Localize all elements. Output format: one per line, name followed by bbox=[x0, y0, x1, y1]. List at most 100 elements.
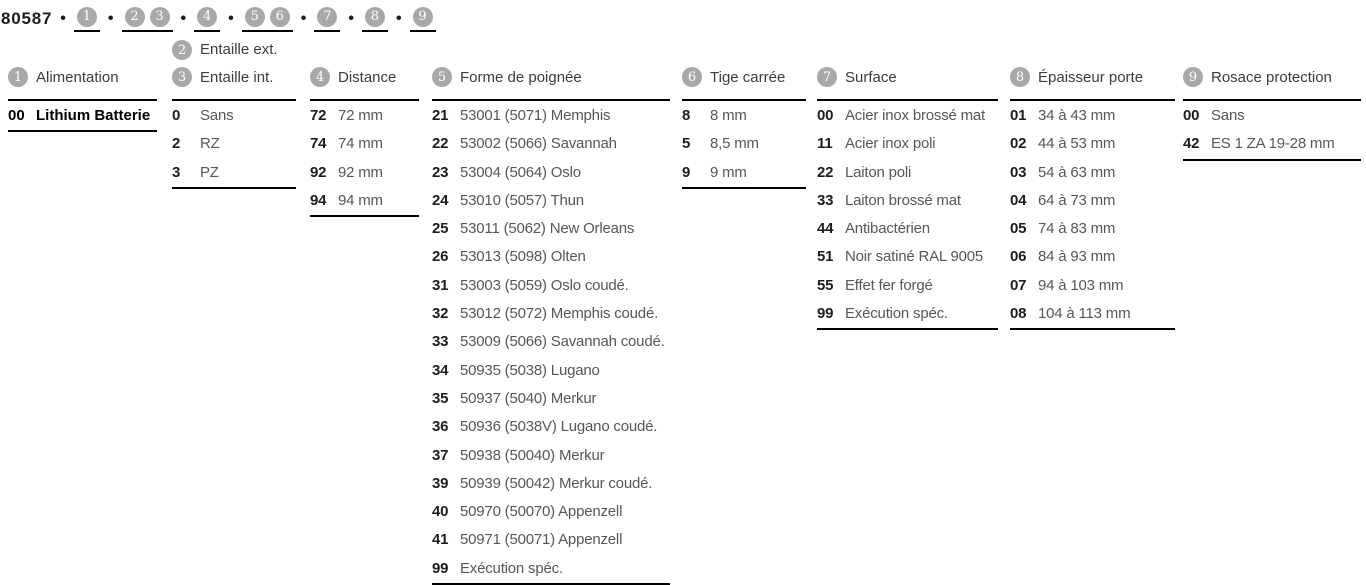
option-column-surface: 7 Surface 00 Acier inox brossé mat 11 Ac… bbox=[817, 66, 998, 331]
option-code: 41 bbox=[432, 531, 449, 549]
step-number-badge: 6 bbox=[269, 6, 290, 27]
column-header: 6 Tige carrée bbox=[682, 66, 806, 101]
option-row: 99 Exécution spéc. bbox=[432, 555, 670, 583]
option-code: 24 bbox=[432, 191, 449, 209]
option-code: 33 bbox=[432, 333, 449, 351]
column-header: 3 Entaille int. bbox=[172, 66, 296, 101]
option-code: 00 bbox=[8, 107, 25, 124]
option-label: 84 à 93 mm bbox=[1038, 248, 1116, 266]
option-list: 8 8 mm 5 8,5 mm 9 9 mm bbox=[682, 101, 806, 189]
option-row: 24 53010 (5057) Thun bbox=[432, 187, 670, 215]
option-list: 21 53001 (5071) Memphis 22 53002 (5066) … bbox=[432, 101, 670, 585]
step-number-badge: 5 bbox=[432, 67, 452, 87]
option-row: 8 8 mm bbox=[682, 102, 806, 130]
step-number-badge: 2 bbox=[172, 40, 192, 60]
option-label: 44 à 53 mm bbox=[1038, 135, 1116, 153]
option-row: 22 53002 (5066) Savannah bbox=[432, 130, 670, 158]
option-row: 22 Laiton poli bbox=[817, 159, 998, 187]
option-row: 00 Sans bbox=[1183, 102, 1361, 130]
option-label: Laiton poli bbox=[845, 163, 912, 181]
column-title: Épaisseur porte bbox=[1038, 68, 1144, 86]
option-label: 53009 (5066) Savannah coudé. bbox=[460, 333, 665, 351]
column-title: Surface bbox=[845, 68, 897, 86]
option-label: 50939 (50042) Merkur coudé. bbox=[460, 474, 653, 492]
option-column-epaisseur-porte: 8 Épaisseur porte 01 34 à 43 mm 02 44 à … bbox=[1010, 66, 1175, 331]
column-header: 7 Surface bbox=[817, 66, 998, 101]
option-row: 51 Noir satiné RAL 9005 bbox=[817, 243, 998, 271]
option-row: 03 54 à 63 mm bbox=[1010, 159, 1175, 187]
option-label: 53002 (5066) Savannah bbox=[460, 135, 617, 153]
option-row: 21 53001 (5071) Memphis bbox=[432, 102, 670, 130]
option-row: 05 74 à 83 mm bbox=[1010, 215, 1175, 243]
option-row: 39 50939 (50042) Merkur coudé. bbox=[432, 470, 670, 498]
option-row: 32 53012 (5072) Memphis coudé. bbox=[432, 300, 670, 328]
option-code: 00 bbox=[1183, 107, 1200, 124]
option-code: 44 bbox=[817, 220, 834, 238]
option-code: 21 bbox=[432, 107, 449, 124]
option-label: 72 mm bbox=[338, 107, 383, 124]
option-code: 72 bbox=[310, 107, 327, 124]
option-label: 94 à 103 mm bbox=[1038, 276, 1124, 294]
column-pre-header: 2 Entaille ext. bbox=[172, 39, 278, 61]
option-label: ES 1 ZA 19-28 mm bbox=[1211, 135, 1335, 153]
option-label: 50936 (5038V) Lugano coudé. bbox=[460, 418, 658, 436]
option-code: 51 bbox=[817, 248, 834, 266]
option-row: 9 9 mm bbox=[682, 159, 806, 187]
column-header: 4 Distance bbox=[310, 66, 419, 101]
sequence-group-4: 4 bbox=[194, 6, 221, 32]
option-row: 0 Sans bbox=[172, 102, 296, 130]
option-label: 53003 (5059) Oslo coudé. bbox=[460, 276, 629, 294]
option-label: PZ bbox=[200, 163, 219, 181]
column-title: Rosace protection bbox=[1211, 68, 1332, 86]
column-header: 9 Rosace protection bbox=[1183, 66, 1361, 101]
option-code: 22 bbox=[432, 135, 449, 153]
step-number-badge: 1 bbox=[76, 6, 97, 27]
option-label: 104 à 113 mm bbox=[1038, 305, 1131, 323]
order-code-bar: 80587 • 1 • 2 3 • 4 • 5 6 • 7 • 8 • 9 bbox=[1, 6, 436, 32]
option-code: 8 bbox=[682, 107, 691, 124]
separator-dot: • bbox=[395, 10, 402, 27]
option-code: 06 bbox=[1010, 248, 1027, 266]
option-label: 53011 (5062) New Orleans bbox=[460, 220, 635, 238]
step-number-badge: 1 bbox=[8, 67, 28, 87]
option-column-forme-de-poignee: 5 Forme de poignée 21 53001 (5071) Memph… bbox=[432, 66, 670, 585]
option-code: 40 bbox=[432, 503, 449, 521]
option-row: 74 74 mm bbox=[310, 130, 419, 158]
option-list: 72 72 mm 74 74 mm 92 92 mm 94 94 mm bbox=[310, 101, 419, 218]
option-code: 07 bbox=[1010, 276, 1027, 294]
option-label: 74 mm bbox=[338, 135, 383, 153]
option-label: Lithium Batterie bbox=[36, 107, 151, 124]
separator-dot: • bbox=[348, 10, 354, 27]
option-column-rosace-protection: 9 Rosace protection 00 Sans 42 ES 1 ZA 1… bbox=[1183, 66, 1361, 161]
option-code: 99 bbox=[817, 305, 834, 323]
option-row: 99 Exécution spéc. bbox=[817, 300, 998, 328]
option-row: 34 50935 (5038) Lugano bbox=[432, 357, 670, 385]
column-pre-title: Entaille ext. bbox=[200, 41, 278, 58]
separator-dot: • bbox=[228, 10, 234, 27]
option-code: 39 bbox=[432, 474, 449, 492]
option-row: 06 84 à 93 mm bbox=[1010, 243, 1175, 271]
option-list: 00 Sans 42 ES 1 ZA 19-28 mm bbox=[1183, 101, 1361, 161]
option-column-distance: 4 Distance 72 72 mm 74 74 mm 92 92 mm 94… bbox=[310, 66, 419, 218]
column-header: 8 Épaisseur porte bbox=[1010, 66, 1175, 101]
sequence-group-8: 8 bbox=[361, 6, 388, 32]
step-number-badge: 4 bbox=[310, 67, 330, 87]
column-title: Distance bbox=[338, 68, 397, 86]
option-column-tige-carree: 6 Tige carrée 8 8 mm 5 8,5 mm 9 9 mm bbox=[682, 66, 806, 189]
option-label: 8,5 mm bbox=[710, 135, 759, 153]
option-label: 94 mm bbox=[338, 191, 383, 209]
option-code: 32 bbox=[432, 305, 449, 323]
separator-dot: • bbox=[107, 10, 114, 27]
sequence-group-9: 9 bbox=[409, 6, 436, 32]
option-row: 37 50938 (50040) Merkur bbox=[432, 442, 670, 470]
step-number-badge: 3 bbox=[149, 6, 170, 27]
option-code: 94 bbox=[310, 191, 327, 209]
step-number-badge: 7 bbox=[317, 6, 338, 27]
option-label: Noir satiné RAL 9005 bbox=[845, 248, 984, 266]
option-label: 50938 (50040) Merkur bbox=[460, 446, 605, 464]
step-number-badge: 8 bbox=[1010, 67, 1030, 87]
column-header: 5 Forme de poignée bbox=[432, 66, 670, 101]
step-number-badge: 9 bbox=[412, 6, 433, 27]
